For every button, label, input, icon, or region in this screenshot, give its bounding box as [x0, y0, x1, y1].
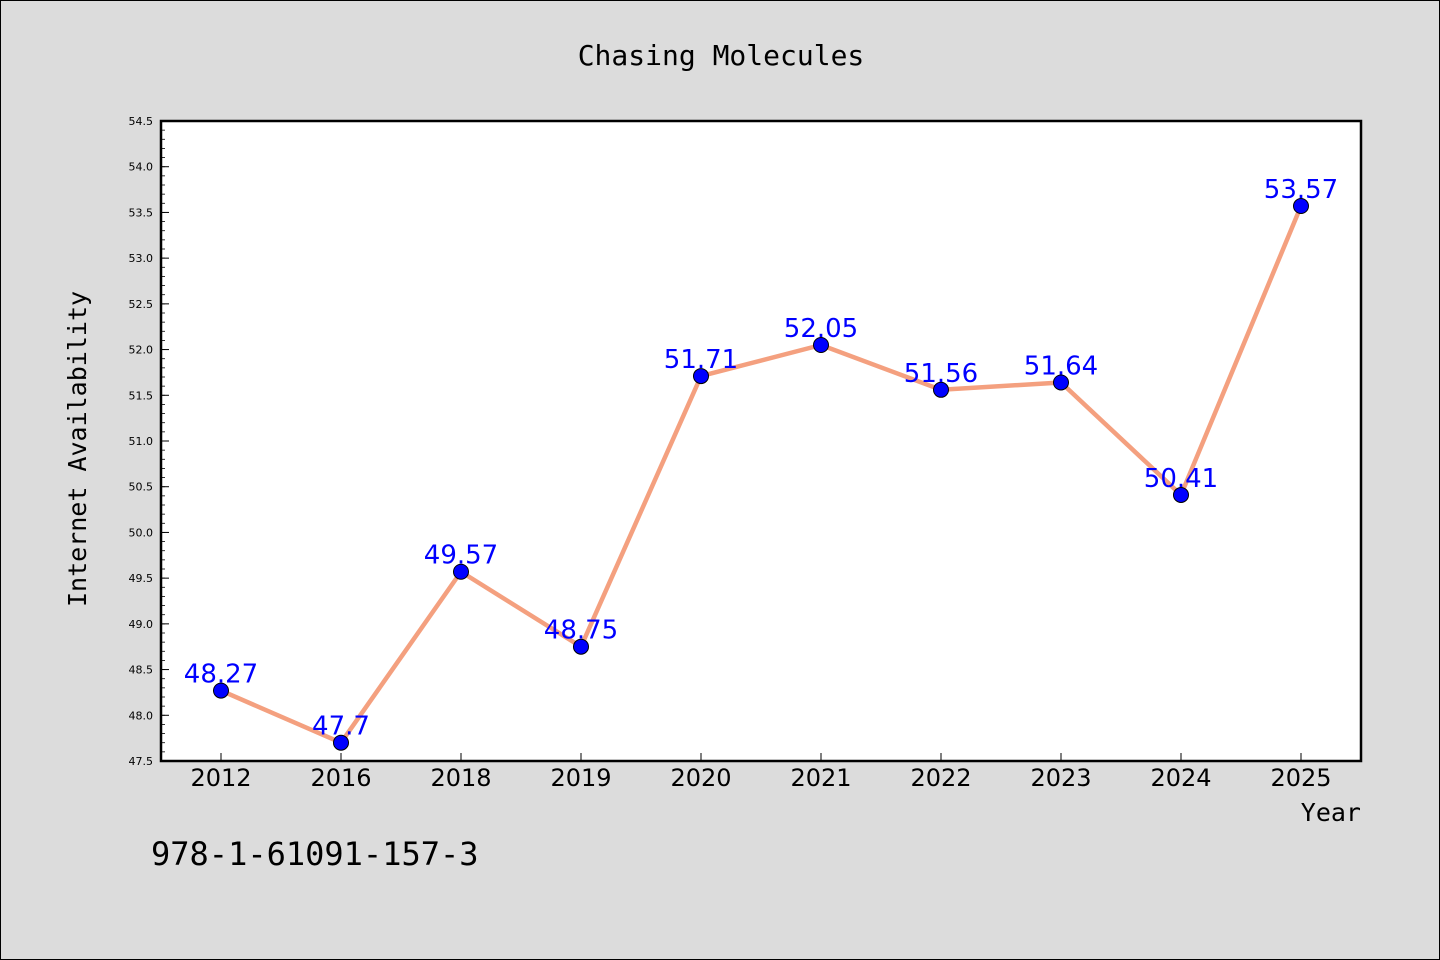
x-tick-label: 2021 — [790, 764, 851, 792]
y-tick-label: 51.5 — [129, 389, 154, 402]
x-axis: 2012 2016 2018 2019 2020 2021 2022 2023 2024 2025 — [190, 753, 1332, 792]
footnote-isbn: 978-1-61091-157-3 — [151, 835, 479, 873]
plot-border — [159, 119, 1363, 763]
y-tick-label: 51.0 — [129, 435, 154, 448]
plot-area — [161, 121, 1361, 761]
data-point — [1293, 198, 1309, 215]
y-tick-label: 54.0 — [129, 161, 154, 174]
x-tick-label: 2019 — [550, 764, 611, 792]
data-point — [1173, 486, 1189, 503]
x-tick-label: 2020 — [670, 764, 731, 792]
y-axis-label: Internet Availability — [63, 291, 92, 607]
data-label: 53.57 — [1264, 175, 1338, 205]
x-tick-label: 2012 — [190, 764, 251, 792]
y-axis: 47.5 48.0 48.5 49.0 49.5 50.0 50.5 51.0 51.5 52.0… — [129, 115, 169, 768]
data-label: 51.64 — [1024, 351, 1098, 381]
data-label: 51.56 — [904, 359, 978, 389]
data-label: 47.7 — [312, 712, 370, 742]
data-point — [693, 368, 709, 385]
y-tick-label: 53.5 — [129, 206, 154, 219]
y-tick-label: 49.5 — [129, 572, 154, 585]
x-tick-label: 2023 — [1030, 764, 1091, 792]
x-tick-label: 2016 — [310, 764, 371, 792]
data-label: 49.57 — [424, 541, 498, 571]
data-point — [333, 734, 349, 751]
x-tick-label: 2025 — [1270, 764, 1331, 792]
data-label: 48.75 — [544, 616, 618, 646]
y-tick-label: 48.0 — [129, 709, 154, 722]
data-point — [453, 563, 469, 580]
y-tick-label: 52.0 — [129, 344, 154, 357]
data-label: 48.27 — [184, 660, 258, 690]
data-point — [813, 337, 829, 353]
data-label: 50.41 — [1144, 464, 1218, 494]
y-tick-label: 50.0 — [129, 526, 154, 539]
data-point — [933, 381, 949, 398]
chart-title: Chasing Molecules — [578, 39, 865, 72]
y-tick-label: 52.5 — [129, 298, 154, 311]
data-label: 51.71 — [664, 345, 738, 375]
y-tick-label: 49.0 — [129, 618, 154, 631]
data-point — [1053, 374, 1069, 391]
y-tick-label: 53.0 — [129, 252, 154, 265]
data-series: 48.27 47.7 49.57 48.75 51.71 52.05 51.56 51.64 5… — [184, 175, 1338, 751]
x-tick-label: 2022 — [910, 764, 971, 792]
y-tick-label: 48.5 — [129, 664, 154, 677]
series-line — [220, 205, 1304, 745]
data-label: 52.05 — [784, 314, 858, 344]
data-point — [213, 682, 229, 699]
y-tick-label: 54.5 — [129, 115, 154, 128]
data-point — [573, 638, 589, 655]
x-axis-label: Year — [1301, 798, 1361, 827]
y-tick-label: 50.5 — [129, 481, 154, 494]
x-tick-label: 2018 — [430, 764, 491, 792]
x-tick-label: 2024 — [1150, 764, 1211, 792]
y-tick-label: 47.5 — [129, 755, 154, 768]
